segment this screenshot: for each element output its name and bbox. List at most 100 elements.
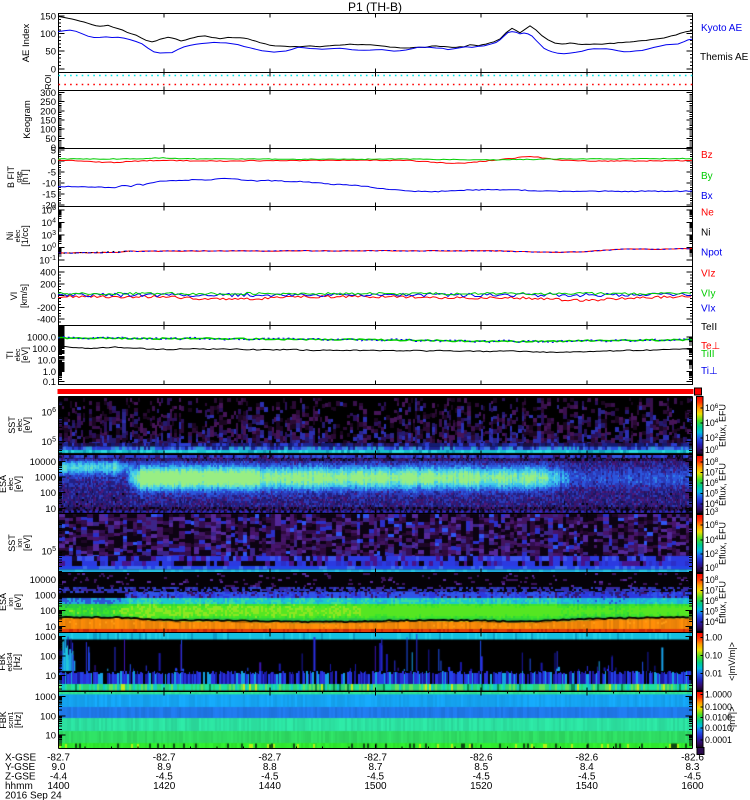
svg-text:-15: -15 [42,190,56,201]
svg-text:ion: ion [17,538,24,547]
svg-text:106: 106 [705,520,719,530]
svg-text:10: 10 [45,622,56,633]
svg-text:150: 150 [40,116,56,127]
svg-text:Y-GSE: Y-GSE [5,762,36,773]
svg-text:By: By [701,171,713,182]
svg-text:-4.5: -4.5 [156,772,174,783]
svg-text:[eV]: [eV] [20,347,30,363]
svg-text:100: 100 [705,445,719,455]
svg-text:50: 50 [45,47,56,58]
svg-text:106: 106 [705,478,719,488]
svg-text:[Hz]: [Hz] [12,654,22,670]
svg-text:106: 106 [705,403,719,413]
svg-text:10: 10 [45,504,56,515]
svg-text:<|nT|>: <|nT|> [727,707,737,733]
svg-text:0.0001: 0.0001 [705,735,732,745]
svg-text:10: 10 [45,731,56,742]
svg-text:-82.6: -82.6 [470,753,493,764]
svg-text:105: 105 [705,607,719,617]
svg-text:100: 100 [40,29,56,40]
svg-text:SST: SST [7,534,17,552]
svg-text:[nT]: [nT] [20,169,30,185]
svg-text:Bz: Bz [701,150,713,161]
svg-text:Ni: Ni [5,232,15,241]
svg-text:100: 100 [40,711,56,722]
svg-text:108: 108 [705,457,719,467]
svg-text:300: 300 [40,88,56,99]
svg-text:Ne: Ne [701,208,714,219]
svg-text:200: 200 [40,279,56,290]
svg-text:1.0: 1.0 [43,367,56,378]
svg-text:1000: 1000 [35,692,56,703]
svg-text:0.01: 0.01 [705,669,722,679]
svg-text:-4.5: -4.5 [473,772,491,783]
svg-text:Kyoto AE: Kyoto AE [701,23,742,34]
svg-text:8.8: 8.8 [263,762,277,773]
svg-text:-82.6: -82.6 [681,753,704,764]
svg-text:100: 100 [40,652,56,663]
svg-text:10-1: 10-1 [39,255,56,267]
svg-text:elec: elec [15,348,22,361]
svg-text:-200: -200 [37,303,56,314]
svg-text:1500: 1500 [364,781,387,792]
svg-text:250: 250 [40,97,56,108]
svg-text:ROI: ROI [43,74,53,89]
svg-text:8.3: 8.3 [686,762,700,773]
svg-text:0.10: 0.10 [705,651,722,661]
svg-text:[1/cc]: [1/cc] [20,225,30,247]
svg-text:106: 106 [705,596,719,606]
svg-text:0: 0 [51,64,56,75]
svg-text:10000: 10000 [30,575,56,586]
svg-text:100: 100 [40,488,56,499]
svg-text:100: 100 [705,563,719,573]
svg-text:AE Index: AE Index [21,23,32,62]
svg-text:102: 102 [705,433,719,443]
svg-text:0: 0 [51,143,56,154]
svg-text:5: 5 [51,146,56,157]
svg-text:1.00: 1.00 [705,633,722,643]
svg-text:104: 104 [705,617,719,627]
svg-text:1400: 1400 [47,781,70,792]
svg-text:0.1000: 0.1000 [705,702,732,712]
svg-text:ESA: ESA [0,475,8,493]
svg-text:10: 10 [45,671,56,682]
svg-text:104: 104 [705,535,719,545]
svg-text:FBK: FBK [0,653,7,671]
svg-text:100: 100 [40,606,56,617]
svg-text:10.0: 10.0 [38,356,57,367]
svg-text:105: 105 [42,437,57,449]
svg-text:2016 Sep 24: 2016 Sep 24 [5,791,62,800]
svg-text:elec: elec [17,418,24,431]
svg-text:[eV]: [eV] [22,417,32,433]
svg-text:106: 106 [42,407,57,419]
svg-text:1.0000: 1.0000 [705,690,732,700]
svg-text:1520: 1520 [470,781,493,792]
svg-text:TI: TI [5,351,15,359]
svg-text:Ti⊥: Ti⊥ [701,366,718,377]
svg-text:VIz: VIz [701,269,715,280]
svg-text:elec: elec [15,229,22,242]
svg-text:104: 104 [705,418,719,428]
svg-text:0.0010: 0.0010 [705,723,732,733]
svg-text:1000: 1000 [35,591,56,602]
svg-text:[Hz]: [Hz] [13,712,23,728]
svg-text:-4.5: -4.5 [684,772,702,783]
svg-text:200: 200 [40,106,56,117]
svg-text:-82.7: -82.7 [258,753,281,764]
svg-text:107: 107 [705,468,719,478]
svg-text:-4.5: -4.5 [367,772,385,783]
svg-text:10000: 10000 [30,457,56,468]
svg-text:TiII: TiII [701,349,715,360]
svg-text:50: 50 [45,134,56,145]
svg-text:P1 (TH-B): P1 (TH-B) [348,0,402,14]
svg-text:-82.7: -82.7 [153,753,176,764]
svg-text:104: 104 [705,499,719,509]
svg-text:8.7: 8.7 [369,762,383,773]
svg-text:-4.4: -4.4 [50,772,68,783]
svg-text:<|mV/m|>: <|mV/m|> [727,642,737,681]
svg-text:1000.0: 1000.0 [27,333,56,344]
svg-text:-82.6: -82.6 [575,753,598,764]
svg-text:1540: 1540 [576,781,599,792]
svg-text:105: 105 [42,546,57,558]
svg-text:1000: 1000 [35,473,56,484]
